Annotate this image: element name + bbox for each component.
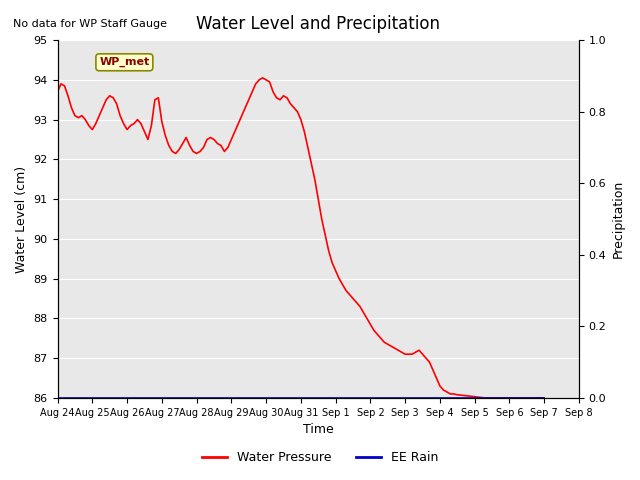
Text: WP_met: WP_met bbox=[99, 57, 150, 67]
Y-axis label: Water Level (cm): Water Level (cm) bbox=[15, 166, 28, 273]
X-axis label: Time: Time bbox=[303, 423, 333, 436]
Text: No data for WP Staff Gauge: No data for WP Staff Gauge bbox=[13, 19, 167, 29]
Y-axis label: Precipitation: Precipitation bbox=[612, 180, 625, 258]
Legend: Water Pressure, EE Rain: Water Pressure, EE Rain bbox=[196, 446, 444, 469]
Title: Water Level and Precipitation: Water Level and Precipitation bbox=[196, 15, 440, 33]
